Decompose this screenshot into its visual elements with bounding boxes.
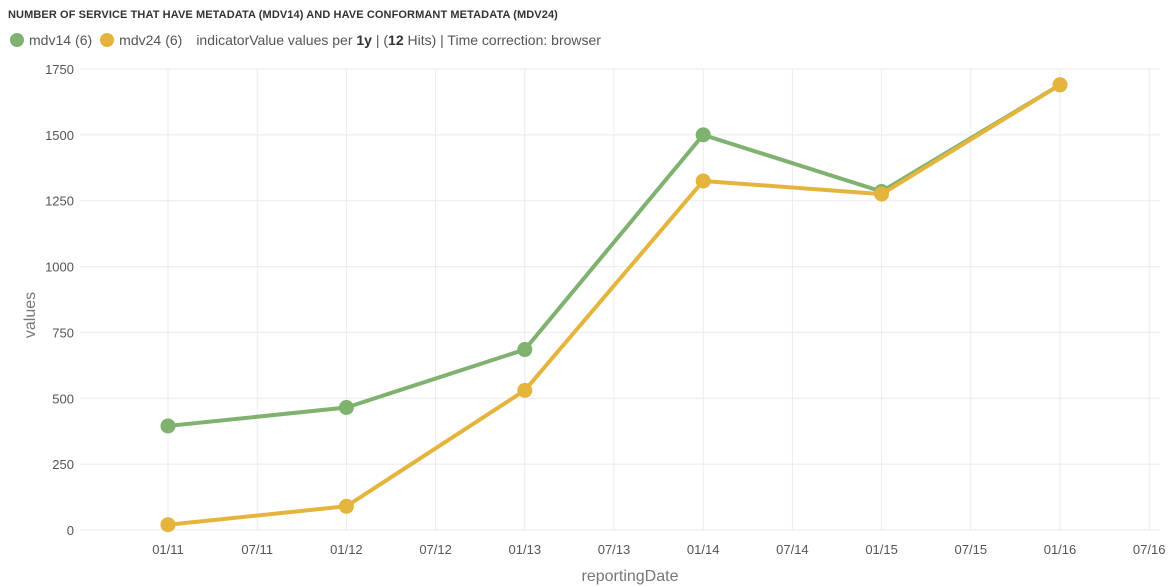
chart-title: NUMBER OF SERVICE THAT HAVE METADATA (MD… — [8, 9, 558, 21]
y-tick-label: 750 — [52, 325, 74, 340]
x-axis-label: reportingDate — [582, 568, 679, 585]
data-point-mdv24[interactable] — [874, 186, 890, 202]
y-tick-label: 250 — [52, 457, 74, 472]
x-tick-label: 01/11 — [152, 542, 184, 557]
legend-info-hits: 12 — [388, 32, 404, 48]
x-tick-label: 01/12 — [330, 542, 363, 557]
legend-swatch-mdv14 — [10, 33, 24, 47]
x-tick-label: 07/14 — [776, 542, 809, 557]
series-group — [160, 77, 1068, 533]
data-point-mdv14[interactable] — [160, 418, 176, 434]
data-point-mdv14[interactable] — [517, 342, 533, 358]
x-tick-label: 07/16 — [1133, 542, 1166, 557]
y-tick-label: 1250 — [45, 194, 74, 209]
data-point-mdv24[interactable] — [695, 173, 711, 189]
data-point-mdv14[interactable] — [695, 127, 711, 143]
x-tick-label: 01/16 — [1044, 542, 1077, 557]
x-tick-label: 01/15 — [865, 542, 898, 557]
y-tick-label: 1500 — [45, 128, 74, 143]
x-tick-label: 07/11 — [241, 542, 273, 557]
data-point-mdv24[interactable] — [517, 382, 533, 398]
y-axis-label: values — [22, 292, 39, 338]
x-axis-ticks: 01/11 07/11 01/12 07/12 01/13 07/13 01/14 07/14… — [152, 542, 1165, 557]
data-point-mdv14[interactable] — [338, 400, 354, 416]
grid — [80, 68, 1160, 531]
y-tick-label: 0 — [67, 523, 74, 538]
data-point-mdv24[interactable] — [160, 517, 176, 533]
legend-info-suffix: Hits) | Time correction: browser — [403, 32, 601, 48]
legend-label-mdv14: mdv14 — [29, 32, 72, 48]
legend-info: indicatorValue values per 1y | (12 Hits)… — [196, 32, 601, 48]
x-tick-label: 07/13 — [598, 542, 631, 557]
series-line-mdv24 — [167, 83, 1062, 527]
data-point-mdv24[interactable] — [338, 498, 354, 514]
y-tick-label: 1750 — [45, 62, 74, 77]
legend: mdv14 (6) mdv24 (6) indicatorValue value… — [10, 31, 601, 49]
y-tick-label: 1000 — [45, 260, 74, 275]
y-axis-ticks: 0 250 500 750 1000 1250 1500 1750 — [45, 62, 74, 538]
legend-count-mdv24: (6) — [165, 32, 183, 48]
legend-swatch-mdv24 — [100, 33, 115, 47]
legend-info-interval[interactable]: 1y — [356, 32, 372, 48]
legend-label-mdv24: mdv24 — [119, 32, 162, 48]
x-tick-label: 07/15 — [955, 542, 988, 557]
data-point-mdv24[interactable] — [1052, 77, 1068, 93]
legend-count-mdv14: (6) — [75, 32, 93, 48]
x-tick-label: 01/14 — [687, 542, 720, 557]
x-tick-label: 01/13 — [509, 542, 542, 557]
legend-item-mdv14[interactable]: mdv14 (6) — [10, 32, 92, 48]
legend-item-mdv24[interactable]: mdv24 (6) — [100, 32, 182, 48]
x-tick-label: 07/12 — [419, 542, 452, 557]
legend-info-sep: | ( — [371, 32, 389, 48]
legend-info-prefix: indicatorValue values per — [196, 32, 357, 48]
y-tick-label: 500 — [52, 391, 74, 406]
